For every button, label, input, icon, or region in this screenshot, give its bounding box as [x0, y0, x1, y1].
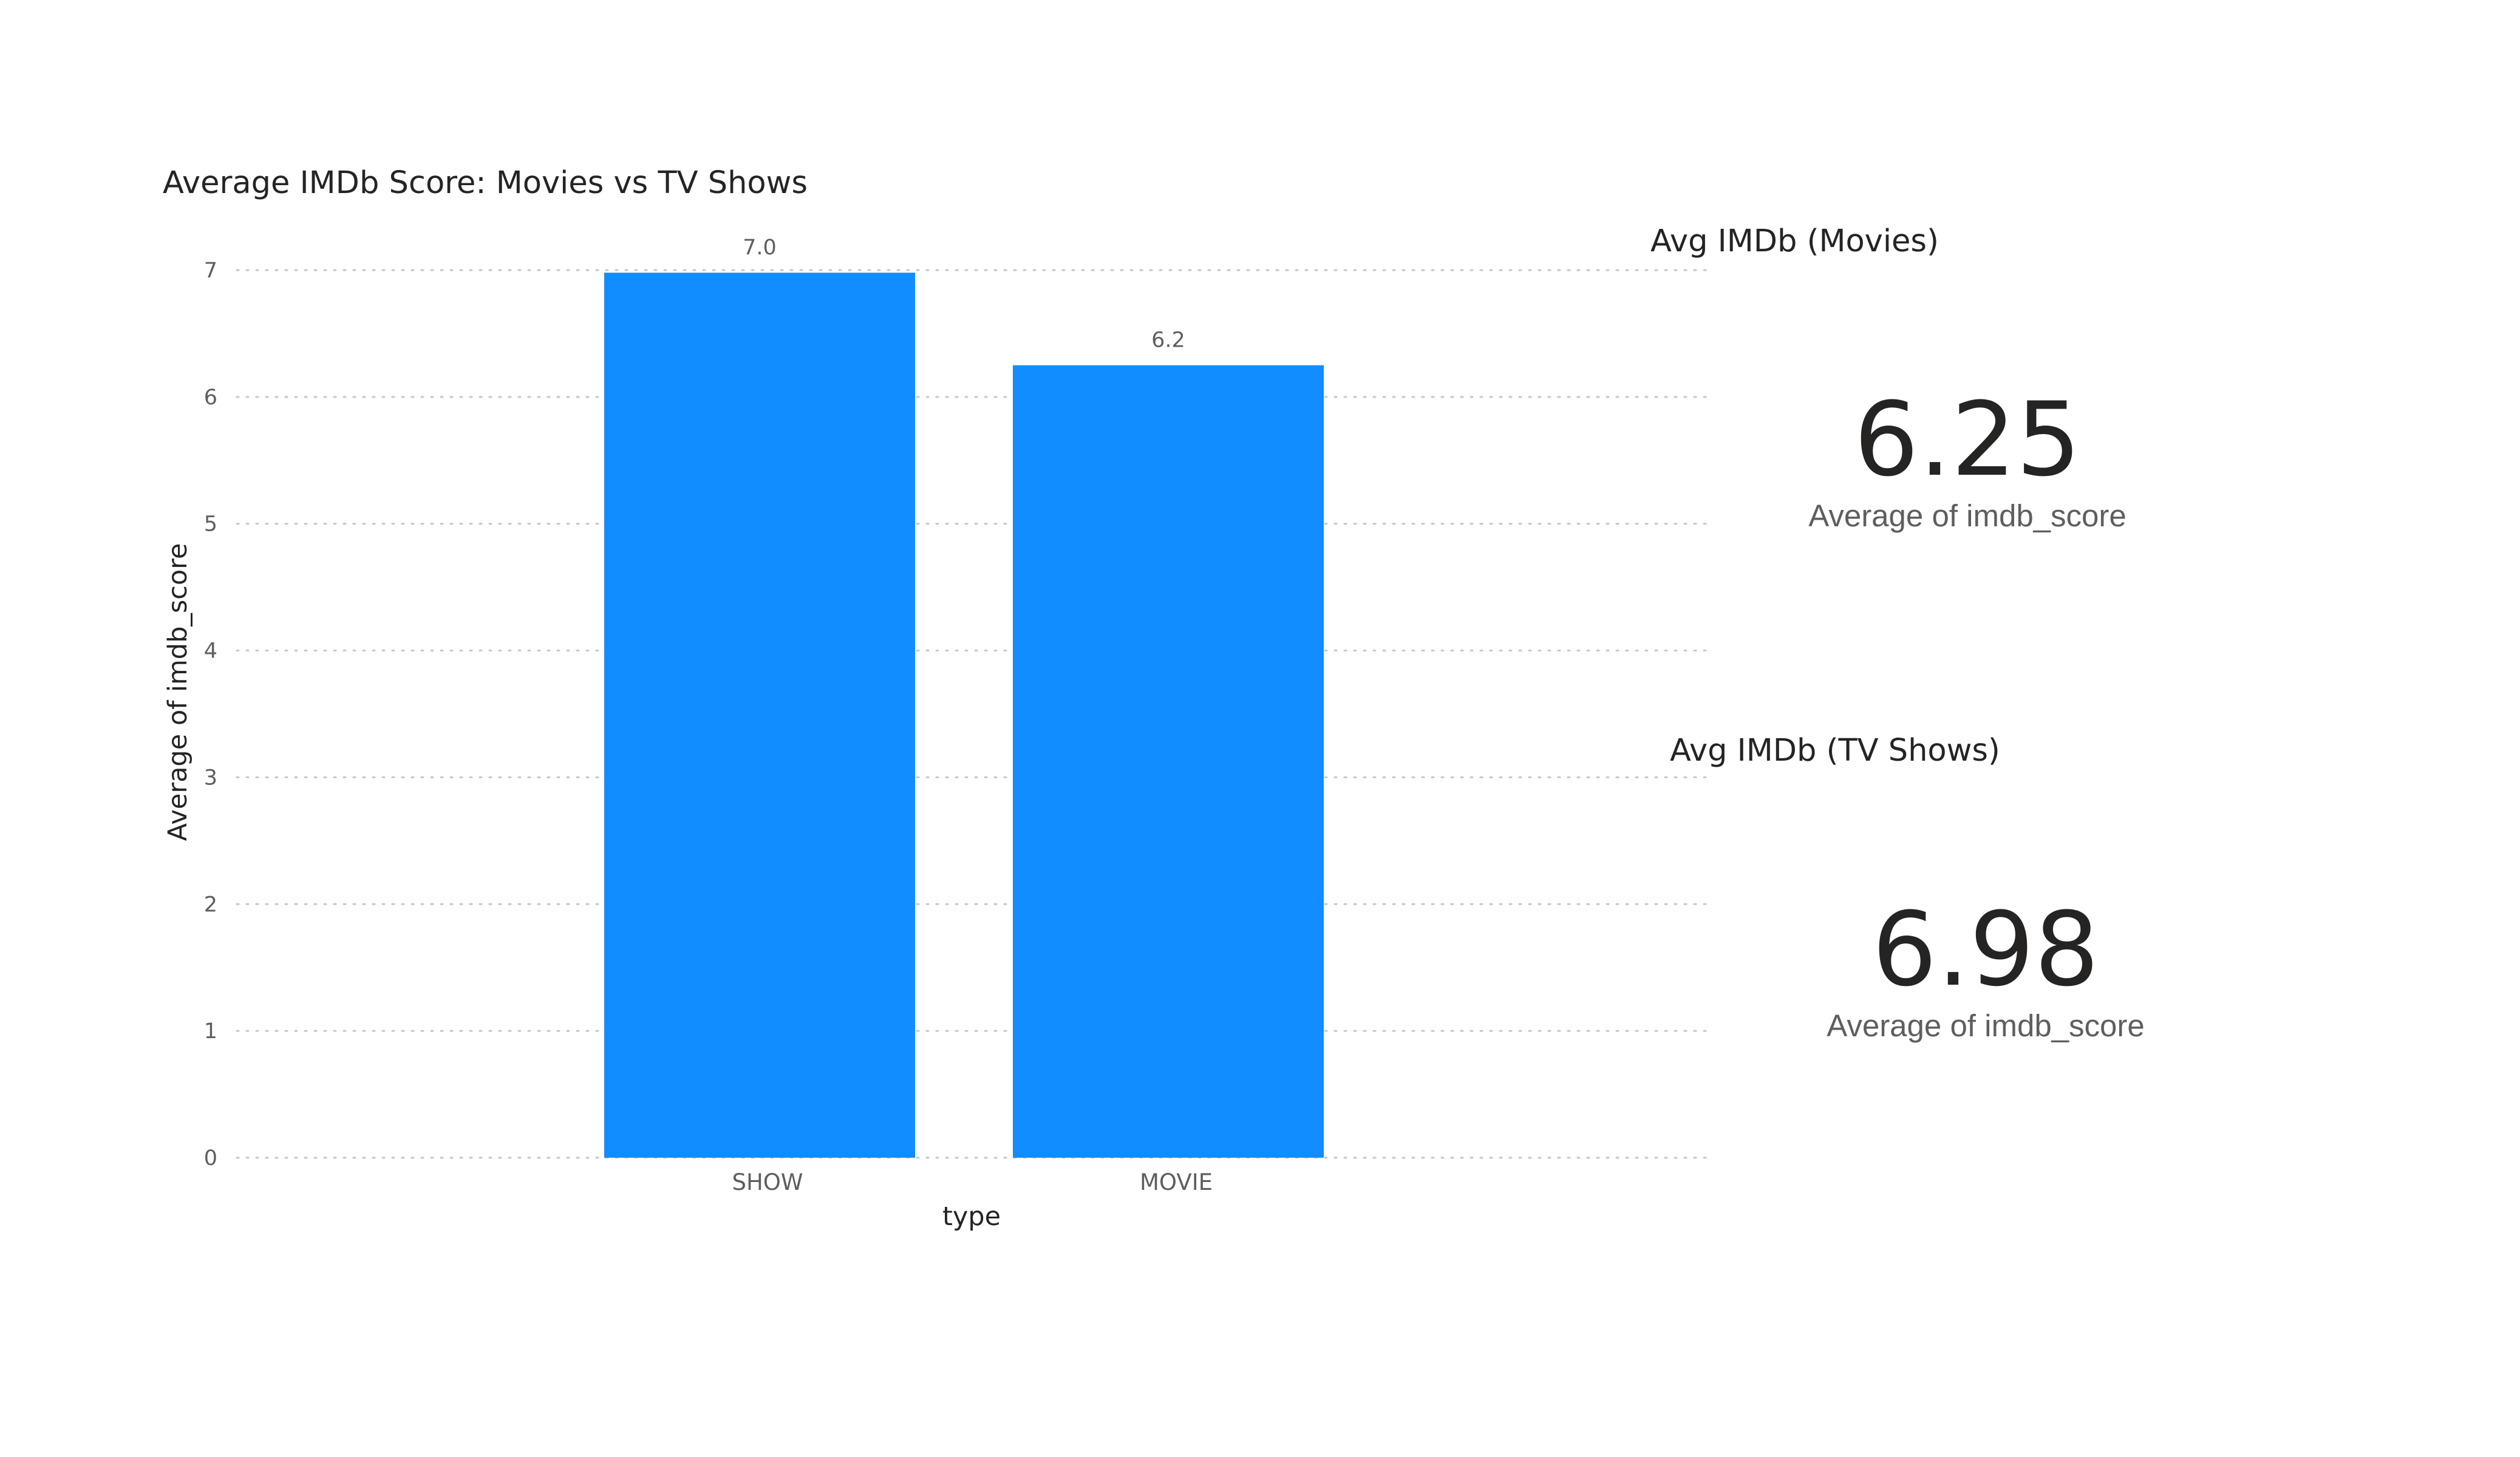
y-tick-label: 3 [204, 766, 217, 790]
x-axis-title: type [942, 1201, 1001, 1232]
y-tick-label: 4 [204, 639, 217, 664]
data-labels: 7.0 6.2 [743, 236, 1185, 352]
card-title-tv-shows: Avg IMDb (TV Shows) [1670, 733, 2000, 769]
card-label-movies: Average of imdb_score [1808, 498, 2127, 533]
y-tick-label: 1 [204, 1019, 217, 1044]
card-value-tv-shows: 6.98 [1871, 890, 2100, 1009]
chart-title: Average IMDb Score: Movies vs TV Shows [163, 165, 808, 201]
card-title-movies: Avg IMDb (Movies) [1650, 223, 1939, 259]
card-label-tv-shows: Average of imdb_score [1827, 1008, 2145, 1043]
y-tick-label: 7 [204, 259, 217, 283]
x-axis-categories: SHOW MOVIE [732, 1169, 1213, 1195]
card-value-movies: 6.25 [1853, 380, 2082, 499]
y-tick-label: 0 [204, 1146, 217, 1170]
data-label-show: 7.0 [743, 236, 777, 260]
bar-show[interactable] [604, 273, 915, 1158]
bar-movie[interactable] [1013, 365, 1324, 1158]
x-tick-label-movie: MOVIE [1140, 1169, 1213, 1195]
data-label-movie: 6.2 [1151, 328, 1185, 353]
x-tick-label-show: SHOW [732, 1169, 803, 1195]
y-tick-label: 5 [204, 512, 217, 537]
gridlines [236, 269, 1708, 1159]
y-tick-label: 6 [204, 385, 217, 410]
y-axis-title: Average of imdb_score [163, 543, 193, 841]
y-axis-ticks: 0 1 2 3 4 5 6 7 [204, 259, 217, 1170]
bars [604, 273, 1324, 1158]
y-tick-label: 2 [204, 892, 217, 917]
